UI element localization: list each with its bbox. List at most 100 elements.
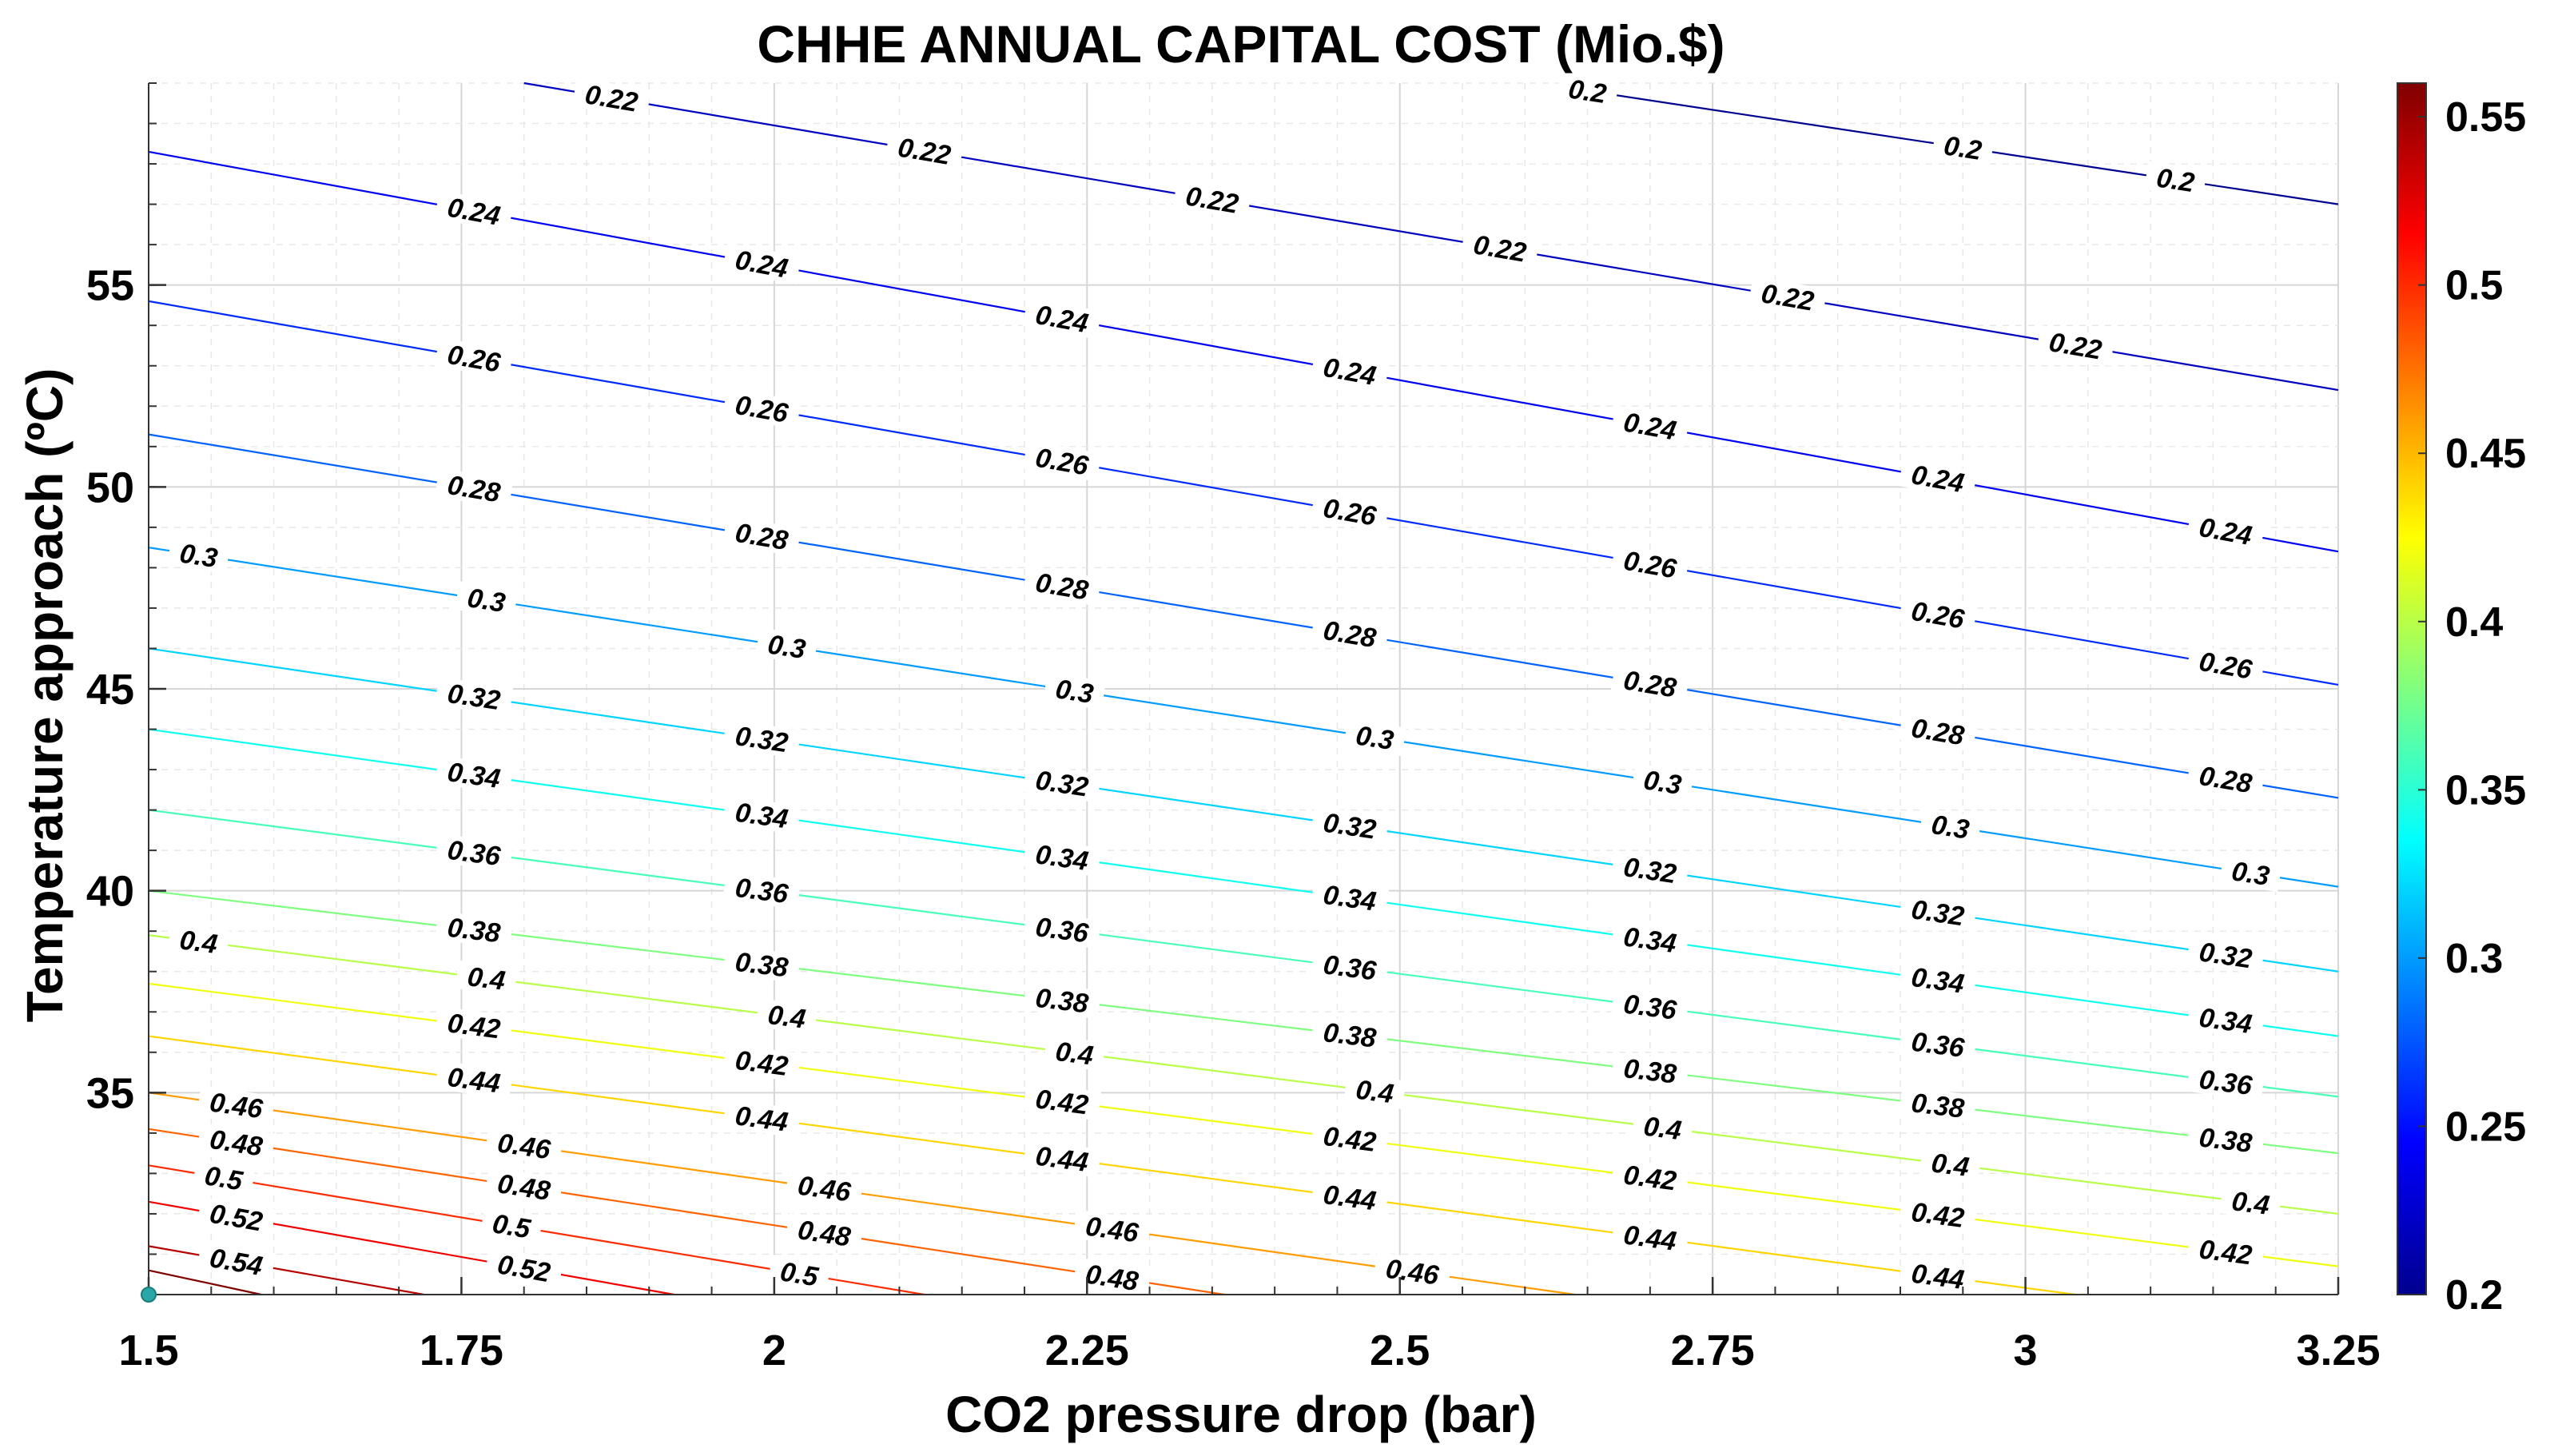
- contour-label: 0.3: [1929, 810, 1971, 845]
- contour-label-bg: [1899, 1195, 1977, 1234]
- contour-label-group: 0.4: [1631, 1109, 1694, 1146]
- contour-label-group: 0.26: [434, 337, 514, 380]
- contour-label-bg: [1343, 718, 1406, 757]
- contour-label-bg: [484, 1167, 563, 1207]
- contour-label-bg: [1610, 543, 1690, 585]
- contour-label-bg: [1022, 297, 1102, 340]
- contour-label-bg: [479, 1207, 543, 1245]
- contour-label-bg: [1023, 1082, 1101, 1121]
- contour-label-bg: [2186, 1001, 2266, 1040]
- contour-label: 0.26: [733, 390, 791, 429]
- contour-label: 0.32: [734, 721, 790, 758]
- contour-label-group: 0.24: [722, 242, 802, 285]
- contour-label: 0.48: [796, 1215, 853, 1253]
- x-tick-label: 2.25: [1045, 1327, 1129, 1374]
- contour-label-group: 0.48: [1072, 1257, 1152, 1298]
- contour-label-bg: [435, 1060, 514, 1100]
- contour-label-bg: [2186, 1120, 2265, 1159]
- contour-label-bg: [1610, 1158, 1689, 1197]
- contour-label: 0.44: [1621, 1219, 1678, 1256]
- contour-label: 0.38: [2198, 1122, 2254, 1159]
- y-tick-label: 35: [86, 1069, 134, 1117]
- contour-label-bg: [1043, 1035, 1106, 1072]
- contour-label-group: 0.32: [1022, 763, 1102, 803]
- contour-label-group: 0.42: [435, 1006, 514, 1045]
- contour-label-group: 0.5: [767, 1255, 831, 1293]
- colorbar-tick-label: 0.3: [2445, 936, 2503, 982]
- contour-label-bg: [1610, 404, 1690, 448]
- contour-label: 0.4: [1054, 1036, 1096, 1072]
- contour-label-group: 0.42: [1610, 1158, 1689, 1197]
- contour-label-group: 0.46: [484, 1126, 563, 1165]
- contour-label: 0.48: [208, 1124, 265, 1163]
- contour-label-group: 0.44: [435, 1060, 514, 1100]
- x-tick-label: 3: [2014, 1327, 2038, 1374]
- contour-label-bg: [2144, 161, 2207, 199]
- contour-label-bg: [1310, 806, 1390, 845]
- contour-label-bg: [722, 871, 802, 910]
- contour-label-group: 0.34: [1610, 920, 1689, 960]
- contour-label-bg: [1899, 1024, 1977, 1064]
- contour-label: 0.2: [2154, 163, 2196, 199]
- contour-label-bg: [1610, 987, 1689, 1026]
- contour-label: 0.22: [1471, 229, 1529, 269]
- contour-label: 0.5: [778, 1256, 821, 1292]
- contour-label: 0.36: [734, 873, 791, 909]
- contour-label-group: 0.38: [1611, 1052, 1689, 1090]
- contour-label: 0.42: [446, 1008, 503, 1044]
- contour-label-group: 0.38: [435, 911, 513, 949]
- colorbar-gradient: [2397, 82, 2427, 1295]
- contour-label: 0.32: [445, 678, 502, 716]
- contour-label-bg: [2186, 510, 2266, 552]
- contour-label-bg: [1610, 920, 1689, 960]
- contour-label-group: 0.4: [455, 960, 518, 997]
- contour-label-bg: [197, 1122, 276, 1163]
- contour-label-bg: [785, 1212, 864, 1253]
- contour-label-group: 0.4: [1043, 1035, 1106, 1072]
- contour-label: 0.26: [445, 340, 503, 379]
- contour-label-group: 0.5: [479, 1207, 543, 1245]
- colorbar: 0.2 0.25 0.3 0.35 0.4 0.45 0.5 0.55: [2397, 82, 2526, 1319]
- contour-label-bg: [1311, 1016, 1389, 1054]
- contour-label: 0.28: [1621, 665, 1679, 703]
- contour-label-bg: [1898, 457, 1978, 499]
- contour-label-group: 0.24: [1898, 457, 1978, 499]
- contour-label-bg: [1898, 594, 1978, 636]
- contour-label-bg: [1311, 1120, 1390, 1158]
- contour-label: 0.24: [2197, 512, 2254, 551]
- contour-label-group: 0.52: [197, 1196, 276, 1239]
- contour-label: 0.36: [2198, 1064, 2255, 1101]
- contour-label-group: 0.38: [722, 945, 802, 983]
- contour-label-bg: [192, 1159, 256, 1197]
- contour-label-bg: [1311, 877, 1390, 917]
- contour-label: 0.5: [490, 1208, 533, 1244]
- contour-label: 0.38: [446, 913, 502, 949]
- contour-label-group: 0.28: [2186, 758, 2266, 800]
- contour-label-group: 0.26: [2186, 644, 2266, 686]
- contour-label-group: 0.3: [1043, 672, 1106, 710]
- contour-label-group: 0.36: [1023, 910, 1101, 949]
- contour-label: 0.26: [1909, 596, 1967, 635]
- contour-label-bg: [167, 536, 230, 575]
- contour-label-group: 0.44: [1898, 1256, 1977, 1295]
- contour-label-bg: [1022, 1139, 1101, 1178]
- contour-label: 0.36: [446, 835, 503, 872]
- contour-label: 0.32: [2197, 937, 2254, 974]
- contour-label-bg: [1919, 807, 1982, 845]
- contour-label-bg: [197, 1196, 276, 1239]
- contour-label: 0.22: [896, 132, 953, 171]
- contour-label: 0.48: [1084, 1259, 1140, 1297]
- x-tick-label: 2.75: [1671, 1327, 1755, 1374]
- contour-label-group: 0.44: [1610, 1218, 1689, 1257]
- contour-label-group: 0.4: [1919, 1146, 1982, 1183]
- contour-label-group: 0.2: [2144, 161, 2207, 199]
- contour-label-bg: [435, 911, 513, 949]
- axes: 1.5 1.75 2 2.25 2.5 2.75 3 3.25 35 40 45 50 55: [86, 82, 2381, 1374]
- contour-label-group: 0.28: [434, 467, 514, 509]
- colorbar-tick-label: 0.4: [2445, 599, 2503, 646]
- contour-label: 0.3: [1053, 674, 1096, 710]
- contour-label-group: 0.32: [1610, 850, 1689, 890]
- contour-label: 0.28: [1033, 567, 1091, 606]
